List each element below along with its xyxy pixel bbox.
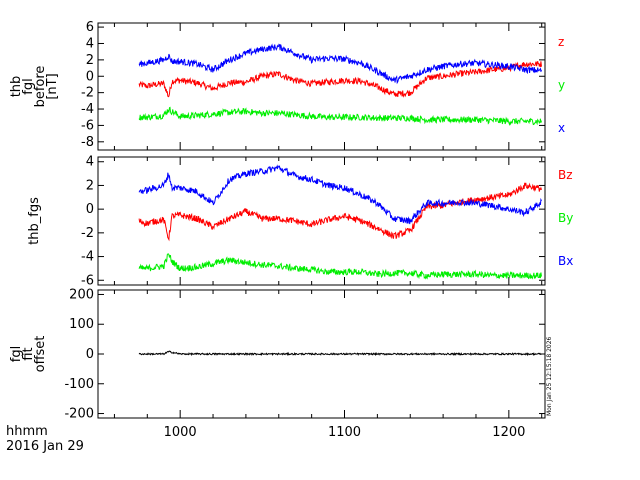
x-tick-label: 1200 bbox=[492, 425, 525, 440]
y-axis-label: [nT] bbox=[45, 73, 60, 99]
y-tick-label: 2 bbox=[86, 178, 94, 193]
panel-fgs: 4 2 0 -2 -4 -6 thb_fgs Bz By Bx bbox=[27, 155, 573, 289]
y-tick-label: 0 bbox=[86, 347, 94, 362]
y-tick-label: 4 bbox=[86, 155, 94, 170]
y-tick-label: 0 bbox=[86, 69, 94, 84]
y-axis-label: fgl bbox=[9, 346, 24, 362]
legend-By: By bbox=[558, 211, 573, 225]
series-line-x bbox=[138, 43, 542, 85]
x-tick-label: 1000 bbox=[164, 425, 197, 440]
legend-Bx: Bx bbox=[558, 254, 573, 268]
y-tick-label: 4 bbox=[86, 36, 94, 51]
y-axis-label: thb_fgs bbox=[27, 197, 42, 245]
timestamp-label: Mon Jan 25 12:15:18 2026 bbox=[546, 336, 553, 416]
legend-Bz: Bz bbox=[558, 168, 573, 182]
series-line-Bx bbox=[138, 164, 542, 225]
y-tick-label: -6 bbox=[81, 118, 94, 133]
y-tick-label: -2 bbox=[81, 86, 94, 101]
legend-z: z bbox=[558, 35, 564, 49]
series-line-By bbox=[138, 253, 542, 280]
y-tick-label: -100 bbox=[64, 377, 94, 392]
y-tick-label: -6 bbox=[81, 273, 94, 288]
footer-hhmm: hhmm bbox=[6, 424, 48, 439]
series-line-z bbox=[138, 61, 542, 98]
y-axis-label: fgl bbox=[21, 78, 36, 94]
legend-y: y bbox=[558, 78, 565, 92]
y-tick-label: -4 bbox=[81, 102, 94, 117]
y-tick-label: 200 bbox=[69, 287, 94, 302]
panel-frame bbox=[97, 22, 546, 151]
x-tick-label: 1100 bbox=[328, 425, 361, 440]
y-tick-label: 6 bbox=[86, 20, 94, 35]
series-line-y bbox=[138, 106, 542, 127]
y-tick-label: 0 bbox=[86, 202, 94, 217]
y-tick-label: -8 bbox=[81, 135, 94, 150]
y-tick-label: 100 bbox=[69, 317, 94, 332]
y-tick-label: -2 bbox=[81, 226, 94, 241]
y-axis-label: offset bbox=[33, 336, 48, 373]
series-line-offset bbox=[138, 350, 542, 357]
y-tick-label: -4 bbox=[81, 250, 94, 265]
y-tick-label: -200 bbox=[64, 407, 94, 422]
y-axis-label: fit bbox=[21, 347, 36, 360]
footer-date: 2016 Jan 29 bbox=[6, 439, 84, 454]
legend-x: x bbox=[558, 121, 565, 135]
y-tick-label: 2 bbox=[86, 53, 94, 68]
y-axis-label: thb bbox=[9, 76, 24, 98]
y-axis-label: before bbox=[33, 66, 48, 108]
series-line-Bz bbox=[138, 182, 542, 242]
panel-frame bbox=[97, 156, 546, 286]
